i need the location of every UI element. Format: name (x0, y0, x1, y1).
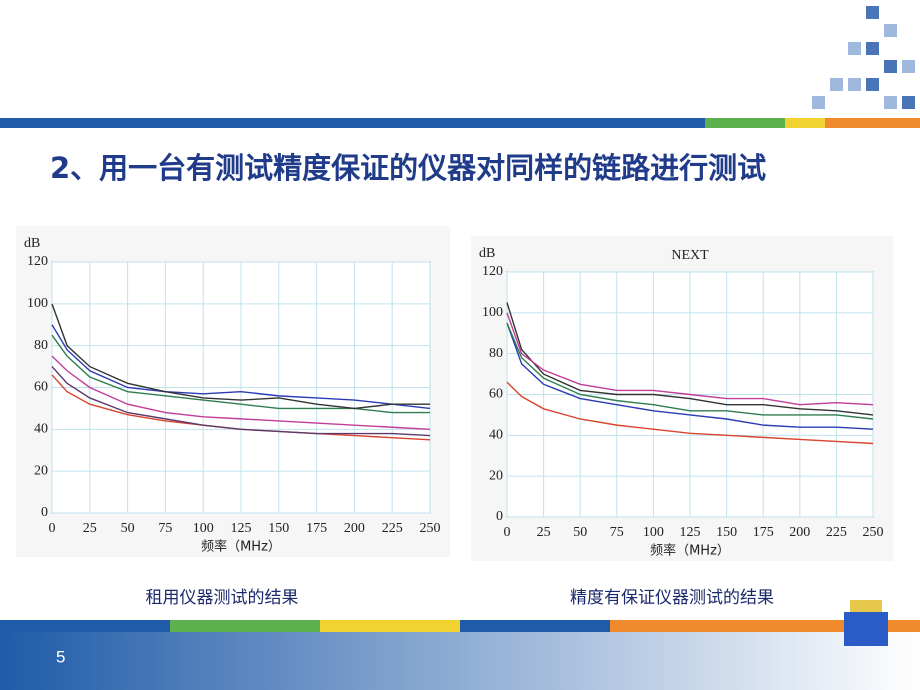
x-tick-label: 125 (680, 525, 701, 540)
footer-band (0, 632, 920, 690)
bottom-bar (320, 620, 460, 632)
decoration (812, 6, 915, 109)
x-tick-label: 250 (863, 525, 884, 540)
x-tick-label: 150 (268, 521, 289, 536)
series-line (506, 322, 874, 430)
top-bar (705, 118, 785, 128)
bottom-bar (460, 620, 610, 632)
x-tick-label: 50 (573, 525, 587, 540)
x-tick-label: 175 (753, 525, 774, 540)
y-tick-label: 100 (27, 296, 48, 311)
y-tick-label: 120 (482, 264, 503, 279)
x-tick-label: 125 (231, 521, 252, 536)
x-tick-label: 250 (420, 521, 441, 536)
x-axis-label: 频率（MHz） (650, 543, 730, 559)
x-tick-label: 225 (382, 521, 403, 536)
bottom-bar (610, 620, 920, 632)
x-tick-label: 25 (83, 521, 97, 536)
x-tick-label: 225 (826, 525, 847, 540)
x-tick-label: 175 (306, 521, 327, 536)
x-tick-label: 75 (158, 521, 172, 536)
x-tick-label: 200 (789, 525, 810, 540)
chart-title: NEXT (671, 248, 709, 263)
x-tick-label: 100 (193, 521, 214, 536)
slide-title: 2、用一台有测试精度保证的仪器对同样的链路进行测试 (50, 151, 767, 185)
series-line (506, 322, 874, 420)
x-tick-label: 150 (716, 525, 737, 540)
series-line (506, 312, 874, 406)
x-tick-label: 75 (610, 525, 624, 540)
x-tick-label: 0 (504, 525, 511, 540)
chart-caption: 租用仪器测试的结果 (146, 588, 299, 608)
series-line (506, 302, 874, 416)
bottom-bar (0, 620, 170, 632)
x-axis-label: 频率（MHz） (201, 539, 281, 555)
series-line (51, 355, 431, 431)
bottom-bar (170, 620, 320, 632)
x-tick-label: 50 (121, 521, 135, 536)
x-tick-label: 25 (537, 525, 551, 540)
series-line (506, 381, 874, 445)
series-line (51, 324, 431, 410)
page-number: 5 (56, 647, 65, 666)
top-bar (0, 118, 705, 128)
y-tick-label: 40 (34, 422, 48, 437)
y-tick-label: 0 (496, 509, 503, 524)
y-tick-label: 60 (489, 387, 503, 402)
y-tick-label: 80 (34, 338, 48, 353)
y-axis-label: dB (479, 246, 495, 261)
x-tick-label: 200 (344, 521, 365, 536)
chart-caption: 精度有保证仪器测试的结果 (570, 588, 774, 608)
y-tick-label: 40 (489, 428, 503, 443)
x-tick-label: 0 (49, 521, 56, 536)
x-tick-label: 100 (643, 525, 664, 540)
top-bar (785, 118, 825, 128)
y-axis-label: dB (24, 236, 40, 251)
y-tick-label: 20 (489, 468, 503, 483)
y-tick-label: 120 (27, 254, 48, 269)
series-line (51, 366, 431, 437)
book-icon (844, 600, 888, 646)
top-bar (825, 118, 920, 128)
series-line (51, 334, 430, 414)
y-tick-label: 0 (41, 505, 48, 520)
y-tick-label: 100 (482, 305, 503, 320)
series-line (51, 303, 430, 410)
y-tick-label: 60 (34, 380, 48, 395)
y-tick-label: 80 (489, 346, 503, 361)
y-tick-label: 20 (34, 463, 48, 478)
